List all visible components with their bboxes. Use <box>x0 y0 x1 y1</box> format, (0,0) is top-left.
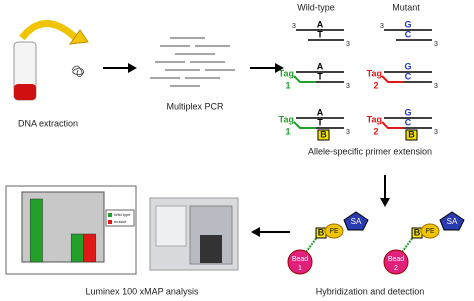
base: C <box>405 29 412 39</box>
label: Allele-specific primer extension <box>308 146 432 156</box>
label: Hybridization and detection <box>316 286 425 296</box>
legend <box>105 209 135 227</box>
biotin-label: B <box>318 227 325 237</box>
biotin <box>317 129 330 141</box>
base: A <box>317 19 324 29</box>
base: A <box>317 61 324 71</box>
linker <box>305 235 319 253</box>
label: DNA extraction <box>18 118 78 128</box>
strand-end: 3 <box>346 129 350 136</box>
biotin-label: B <box>320 129 327 139</box>
base: A <box>317 107 324 117</box>
machine-panel <box>155 205 187 247</box>
pcr-products <box>150 37 235 87</box>
bead-id: 2 <box>394 265 398 272</box>
sa-label: SA <box>351 217 362 226</box>
biotin-label: B <box>408 129 415 139</box>
tag-id: 2 <box>373 80 378 90</box>
biotin-label: B <box>414 227 421 237</box>
base: T <box>317 71 323 81</box>
strand-end: 3 <box>380 23 384 30</box>
machine-slot <box>200 235 222 263</box>
bead-id: 1 <box>298 265 302 272</box>
strand-end: 3 <box>434 129 438 136</box>
tag-id: 1 <box>285 80 290 90</box>
bead-label: Bead <box>388 256 404 263</box>
primer <box>293 75 316 83</box>
curved-arrow-head <box>68 29 89 45</box>
legend-label: mutant <box>114 219 127 224</box>
column-header: Mutant <box>392 2 420 12</box>
strand-end: 3 <box>346 41 350 48</box>
pe <box>420 223 440 239</box>
primer <box>381 121 404 129</box>
tag: Tag <box>367 114 382 124</box>
tag: Tag <box>367 68 382 78</box>
arrow-head <box>380 198 390 207</box>
tag: Tag <box>279 114 294 124</box>
pe-label: PE <box>425 228 435 235</box>
base: C <box>405 117 412 127</box>
arrow-head <box>251 227 260 237</box>
dna <box>71 65 84 77</box>
strand-end: 3 <box>434 83 438 90</box>
base: T <box>317 117 323 127</box>
base: G <box>404 107 411 117</box>
legend-swatch <box>108 213 112 217</box>
pe-label: PE <box>329 228 339 235</box>
tag-id: 1 <box>285 126 290 136</box>
bar <box>29 198 43 263</box>
label: Luminex 100 xMAP analysis <box>86 286 199 296</box>
legend-label: Wild type <box>114 212 131 217</box>
curved-arrow <box>19 20 81 43</box>
bead <box>383 249 409 275</box>
strand-end: 3 <box>292 23 296 30</box>
arrow-head <box>128 63 137 73</box>
bead <box>287 249 313 275</box>
arrow-head <box>275 63 284 73</box>
sa <box>343 211 369 231</box>
pe <box>324 223 344 239</box>
strand-end: 3 <box>346 83 350 90</box>
primer <box>293 121 316 129</box>
primer <box>381 75 404 83</box>
label: Multiplex PCR <box>166 101 224 111</box>
sa-label: SA <box>447 217 458 226</box>
sa <box>439 211 465 231</box>
bar <box>83 233 97 263</box>
legend-swatch <box>108 220 112 224</box>
tag: Tag <box>279 68 294 78</box>
bar <box>70 233 84 263</box>
base: G <box>404 61 411 71</box>
tag-id: 2 <box>373 126 378 136</box>
base: T <box>317 29 323 39</box>
bead-label: Bead <box>292 256 308 263</box>
base: C <box>405 71 412 81</box>
strand-end: 3 <box>434 41 438 48</box>
linker <box>401 235 415 253</box>
biotin <box>405 129 418 141</box>
tube-sample <box>14 84 36 100</box>
column-header: Wild-type <box>297 2 335 12</box>
arrows <box>103 67 386 233</box>
base: G <box>404 19 411 29</box>
